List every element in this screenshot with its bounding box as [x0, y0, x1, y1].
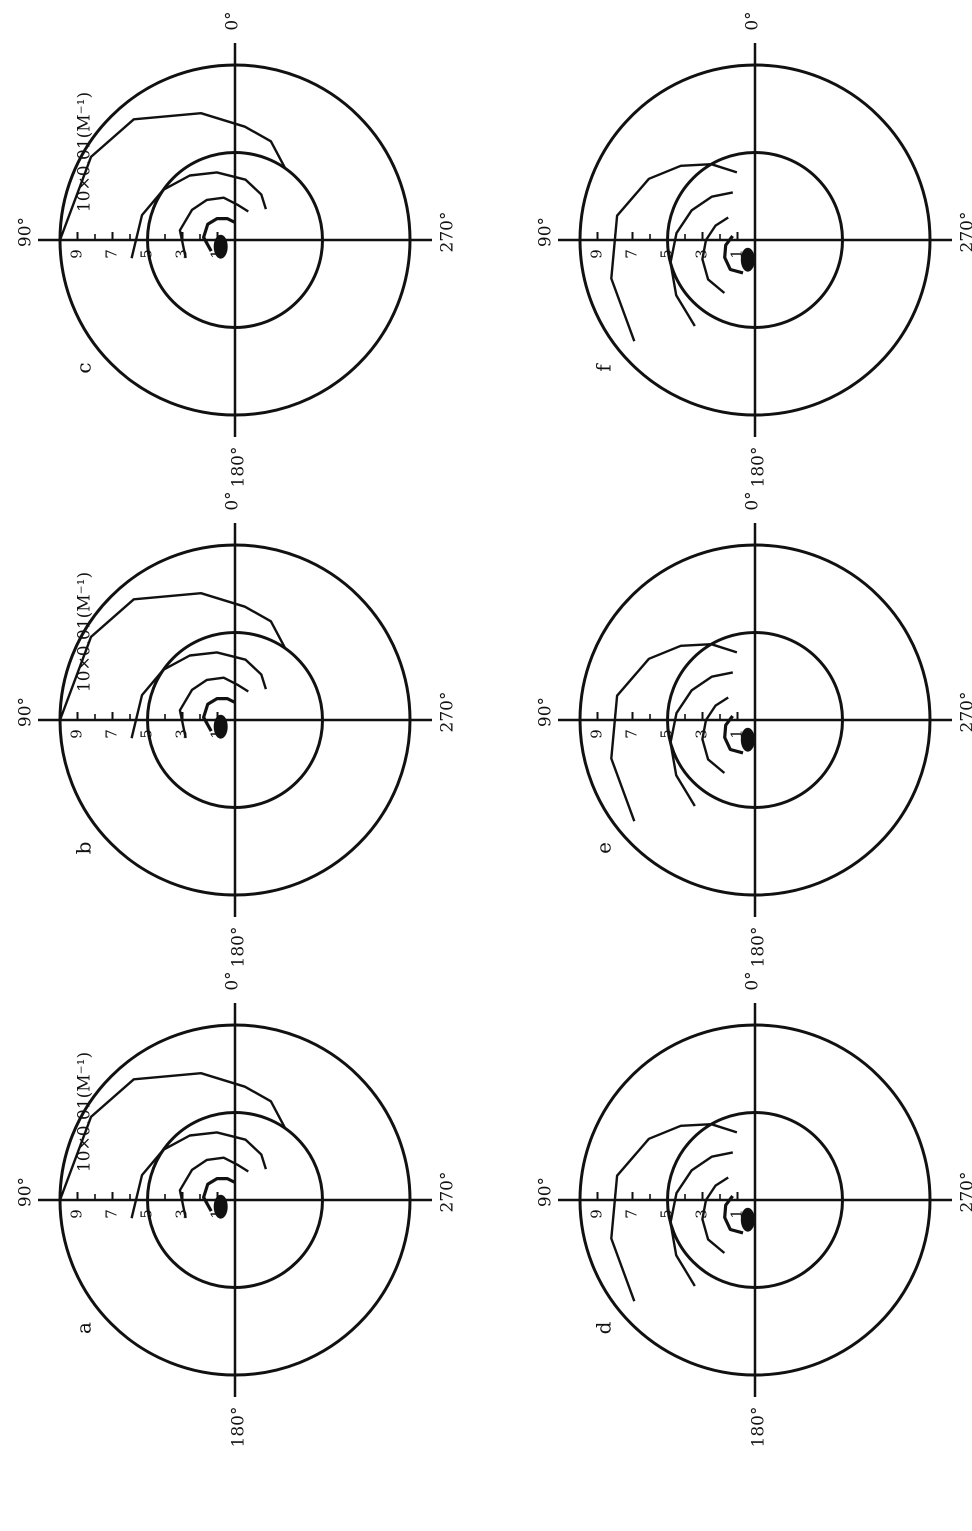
- panel-label-a: a: [72, 1322, 96, 1334]
- radial-tick-label-3: 3: [173, 249, 191, 259]
- angle-label-0: 0°: [223, 971, 243, 990]
- angle-label-270: 270°: [958, 692, 972, 733]
- panel-label-c: c: [72, 362, 96, 373]
- radial-tick-label-5: 5: [138, 249, 156, 259]
- angle-label-90: 90°: [536, 697, 556, 727]
- angle-label-90: 90°: [16, 217, 36, 247]
- angle-label-270: 270°: [958, 212, 972, 253]
- angle-label-90: 90°: [536, 1177, 556, 1207]
- radial-tick-label-5: 5: [138, 729, 156, 739]
- angle-label-180: 180°: [749, 447, 769, 488]
- radial-tick-label-9: 9: [68, 1209, 86, 1219]
- radial-tick-label-7: 7: [623, 729, 641, 739]
- angle-label-270: 270°: [438, 692, 458, 733]
- radial-tick-label-9: 9: [588, 1209, 606, 1219]
- angle-label-0: 0°: [223, 491, 243, 510]
- contour-core: [741, 1208, 755, 1232]
- radial-tick-label-7: 7: [103, 1209, 121, 1219]
- angle-label-180: 180°: [749, 927, 769, 968]
- radial-tick-label-3: 3: [693, 729, 711, 739]
- angle-label-0: 0°: [223, 11, 243, 30]
- panel-label-f: f: [592, 363, 616, 372]
- angle-label-180: 180°: [229, 927, 249, 968]
- contour-core: [214, 715, 228, 739]
- radial-tick-label-5: 5: [138, 1209, 156, 1219]
- panel-c: 0°90°180°270°97531c10×0.01(M⁻¹): [16, 11, 458, 487]
- radial-tick-label-3: 3: [173, 1209, 191, 1219]
- radial-tick-label-3: 3: [693, 249, 711, 259]
- radial-tick-label-3: 3: [173, 729, 191, 739]
- radial-tick-label-9: 9: [68, 249, 86, 259]
- radial-tick-label-9: 9: [588, 249, 606, 259]
- angle-label-180: 180°: [229, 1407, 249, 1448]
- angle-label-90: 90°: [536, 217, 556, 247]
- panel-label-b: b: [72, 842, 96, 855]
- angle-label-0: 0°: [743, 971, 763, 990]
- radial-tick-label-7: 7: [103, 729, 121, 739]
- angle-label-0: 0°: [743, 11, 763, 30]
- radial-tick-label-9: 9: [68, 729, 86, 739]
- angle-label-270: 270°: [438, 1172, 458, 1213]
- angle-label-270: 270°: [438, 212, 458, 253]
- panel-label-e: e: [592, 842, 616, 854]
- contour-core: [214, 235, 228, 259]
- angle-label-270: 270°: [958, 1172, 972, 1213]
- radial-tick-label-7: 7: [103, 249, 121, 259]
- radial-tick-label-7: 7: [623, 1209, 641, 1219]
- panel-a: 0°90°180°270°97531a10×0.01(M⁻¹): [16, 971, 458, 1447]
- radial-tick-label-9: 9: [588, 729, 606, 739]
- contour-core: [214, 1195, 228, 1219]
- angle-label-90: 90°: [16, 1177, 36, 1207]
- radial-tick-label-7: 7: [623, 249, 641, 259]
- angle-label-90: 90°: [16, 697, 36, 727]
- contour-core: [741, 248, 755, 272]
- panel-label-d: d: [592, 1321, 616, 1334]
- angle-label-180: 180°: [229, 447, 249, 488]
- panel-b: 0°90°180°270°97531b10×0.01(M⁻¹): [16, 491, 458, 967]
- angle-label-0: 0°: [743, 491, 763, 510]
- contour-core: [741, 728, 755, 752]
- radial-tick-label-3: 3: [693, 1209, 711, 1219]
- angle-label-180: 180°: [749, 1407, 769, 1448]
